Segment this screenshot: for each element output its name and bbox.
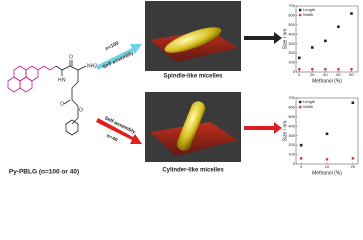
y-tick-label: 100 [288, 60, 295, 65]
point [324, 67, 327, 71]
y-tick-label: 700 [288, 95, 295, 100]
caption: Cylinder-like micelles [162, 168, 224, 174]
y-tick-label: 400 [288, 31, 295, 36]
y-tick-label: 400 [288, 123, 295, 128]
x-tick-label: 20 [351, 164, 356, 169]
x-tick-label: 80 [349, 72, 354, 77]
y-tick-label: 300 [288, 41, 295, 46]
x-tick-label: 0 [300, 164, 303, 169]
y-tick-label: 600 [288, 104, 295, 109]
point [350, 12, 353, 15]
point [297, 56, 301, 60]
point [337, 25, 340, 29]
point [325, 132, 329, 136]
point [297, 67, 301, 71]
arrow-right [244, 122, 282, 134]
point [350, 67, 353, 71]
y-tick-label: 0 [293, 69, 296, 74]
y-tick-label: 0 [293, 161, 296, 166]
point [299, 143, 303, 147]
point [324, 39, 327, 43]
caption: Spindle-like micelles [163, 74, 223, 80]
point [311, 46, 314, 49]
polymer-label: Py-PBLG (n=100 or 40) [9, 169, 79, 176]
structure [7, 60, 87, 136]
arrow-up [96, 44, 142, 70]
x-axis-label: Methanol (%) [312, 78, 342, 84]
y-tick-label: 100 [288, 152, 295, 157]
atom: O [60, 101, 64, 107]
cylinder [176, 101, 206, 151]
legend-marker [299, 8, 302, 12]
point [299, 157, 303, 160]
atom: O [79, 107, 83, 113]
x-tick-label: 40 [323, 72, 328, 77]
y-tick-label: 500 [288, 114, 295, 119]
y-tick-label: 300 [288, 133, 295, 138]
arrow-right [244, 32, 282, 44]
legend-marker [299, 100, 302, 104]
plot-frame [295, 5, 359, 73]
y-axis-label: Size / nm [282, 121, 288, 142]
spindle [164, 27, 222, 53]
point [325, 157, 329, 161]
legend-marker [298, 105, 302, 109]
atom: NH2 [87, 63, 97, 69]
point [351, 157, 355, 160]
x-tick-label: 20 [310, 72, 315, 77]
arrow-text: n=40 [105, 133, 118, 144]
legend-marker [298, 13, 302, 17]
x-tick-label: 0 [298, 72, 301, 77]
y-tick-label: 200 [288, 50, 295, 55]
atom: H [58, 77, 62, 83]
x-tick-label: 60 [336, 72, 341, 77]
atom: N [62, 77, 66, 83]
legend-label: Width [303, 104, 313, 109]
y-tick-label: 700 [288, 3, 295, 8]
atom: O [69, 54, 73, 60]
y-tick-label: 500 [288, 22, 295, 27]
x-axis-label: Methanol (%) [312, 170, 342, 176]
point [311, 67, 314, 71]
arrow-text: n=100 [104, 40, 120, 52]
plot-frame [295, 97, 359, 165]
x-tick-label: 10 [325, 164, 330, 169]
legend-label: Length [303, 99, 315, 104]
graphical-abstract: N H NH2 O O O Py-PBLG (n=100 or 40) n=10… [7, 1, 359, 176]
point [351, 101, 355, 105]
arrow-text: Self-assembly [102, 50, 135, 70]
y-axis-label: Size / nm [282, 29, 288, 50]
arrow-down [96, 118, 142, 144]
y-tick-label: 200 [288, 142, 295, 147]
y-tick-label: 600 [288, 12, 295, 17]
legend-label: Width [303, 12, 313, 17]
legend-label: Length [303, 7, 315, 12]
point [337, 67, 340, 71]
afm-floor [150, 122, 238, 156]
